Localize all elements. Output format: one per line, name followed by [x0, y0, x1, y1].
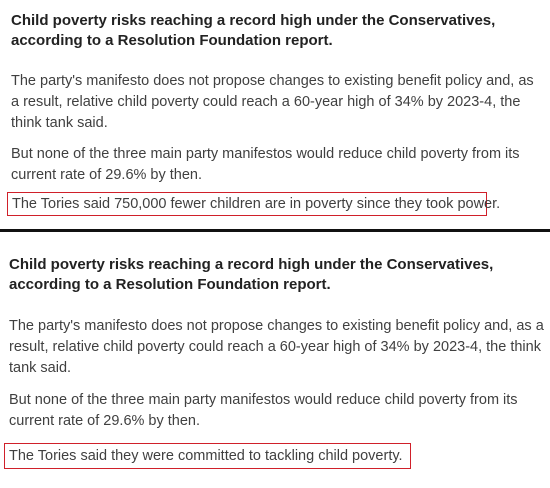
article-excerpt-original: Child poverty risks reaching a record hi… — [0, 0, 550, 229]
article-excerpt-edited: Child poverty risks reaching a record hi… — [0, 235, 550, 488]
article-paragraph-child-poverty-rate: But none of the three main party manifes… — [9, 392, 518, 429]
article-paragraph-manifesto: The party's manifesto does not propose c… — [9, 318, 544, 376]
highlighted-sentence-box: The Tories said they were committed to t… — [4, 443, 411, 469]
article-headline: Child poverty risks reaching a record hi… — [9, 256, 494, 293]
highlighted-sentence: The Tories said 750,000 fewer children a… — [12, 196, 501, 212]
article-paragraph-manifesto: The party's manifesto does not propose c… — [11, 73, 534, 131]
highlighted-sentence-box: The Tories said 750,000 fewer children a… — [7, 192, 500, 216]
article-paragraph-child-poverty-rate: But none of the three main party manifes… — [11, 146, 520, 183]
article-headline: Child poverty risks reaching a record hi… — [11, 12, 496, 49]
highlighted-sentence: The Tories said they were committed to t… — [9, 448, 403, 464]
panel-divider — [0, 229, 550, 232]
